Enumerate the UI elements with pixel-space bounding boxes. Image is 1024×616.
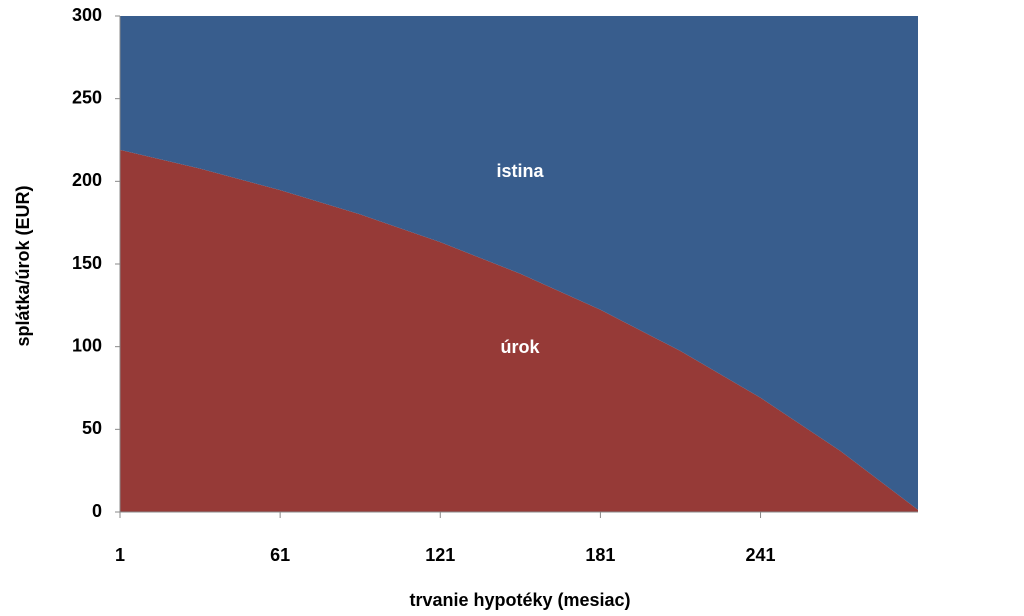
x-tick-label: 241: [746, 545, 776, 565]
y-tick-label: 50: [82, 418, 102, 438]
area: [120, 16, 918, 510]
y-tick-label: 300: [72, 5, 102, 25]
x-tick-label: 61: [270, 545, 290, 565]
y-tick-label: 150: [72, 253, 102, 273]
y-tick-label: 250: [72, 87, 102, 107]
x-tick-label: 181: [585, 545, 615, 565]
y-axis-title: splátka/úrok (EUR): [13, 185, 33, 346]
x-tick-label: 1: [115, 545, 125, 565]
y-tick-label: 200: [72, 170, 102, 190]
x-tick-label: 121: [425, 545, 455, 565]
series-label: úrok: [500, 337, 540, 357]
series-label: istina: [496, 161, 544, 181]
x-axis-title: trvanie hypotéky (mesiac): [409, 590, 630, 610]
area: [120, 149, 918, 513]
y-tick-label: 100: [72, 335, 102, 355]
y-tick-label: 0: [92, 501, 102, 521]
